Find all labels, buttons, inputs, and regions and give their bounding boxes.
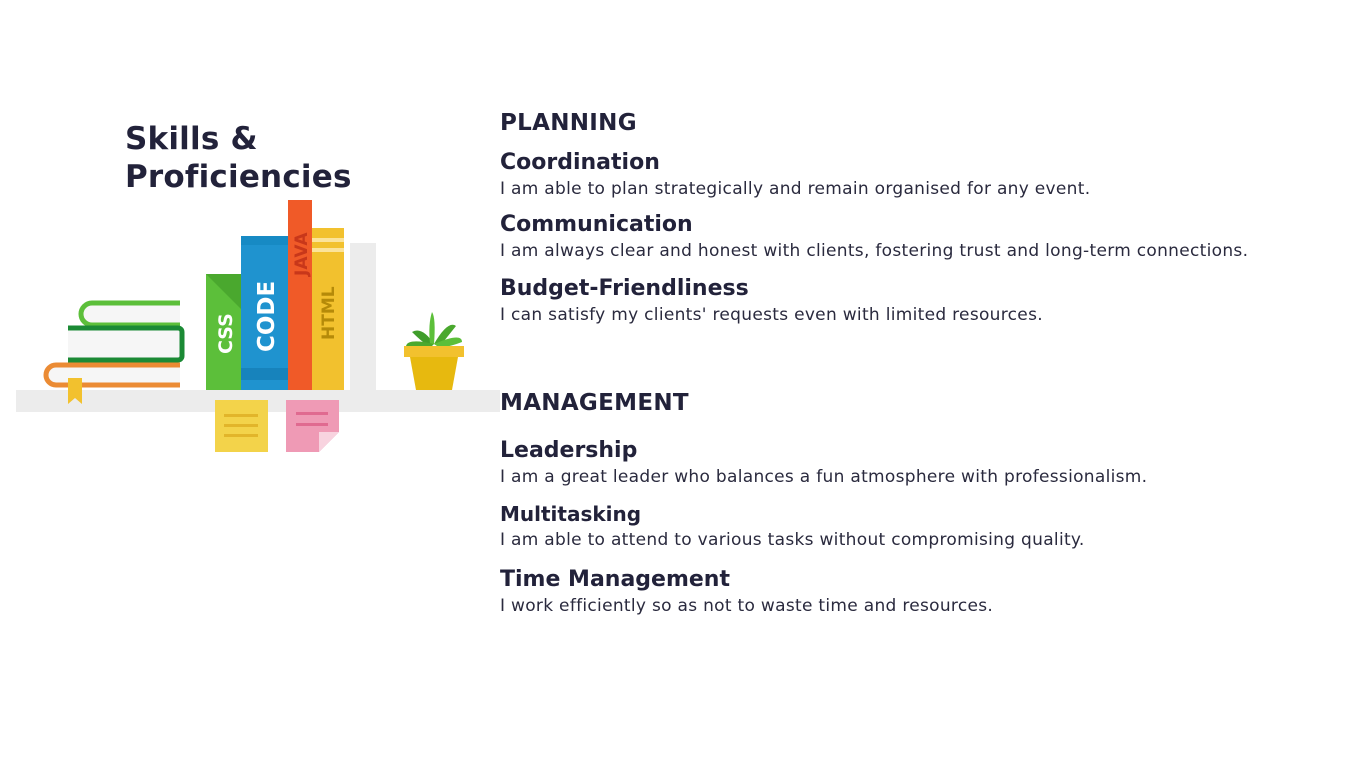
java-book: JAVA bbox=[288, 200, 312, 390]
book-label-java: JAVA bbox=[292, 232, 312, 277]
page-title-line-1: Skills & bbox=[125, 121, 258, 157]
section-planning: PLANNING Coordination I am able to plan … bbox=[500, 110, 1280, 330]
skill-description: I am a great leader who balances a fun a… bbox=[500, 467, 1148, 487]
skill-description: I work efficiently so as not to waste ti… bbox=[500, 596, 994, 616]
skill-description: I am able to plan strategically and rema… bbox=[500, 179, 1091, 199]
book-stack bbox=[43, 300, 185, 404]
skill-title: Coordination bbox=[500, 150, 660, 175]
book-label-code: CODE bbox=[254, 281, 280, 352]
skill-description: I can satisfy my clients' requests even … bbox=[500, 305, 1043, 325]
skill-title: Budget-Friendliness bbox=[500, 276, 749, 301]
code-book: CODE bbox=[241, 236, 289, 390]
skill-title: Multitasking bbox=[500, 502, 642, 526]
skill-title: Leadership bbox=[500, 438, 638, 463]
sticky-note-pink bbox=[286, 400, 339, 452]
html-book: HTML bbox=[312, 228, 344, 390]
skill-description: I am always clear and honest with client… bbox=[500, 241, 1249, 261]
skill-title: Communication bbox=[500, 212, 693, 237]
plant-pot bbox=[404, 312, 464, 390]
section-management: MANAGEMENT Leadership I am a great leade… bbox=[500, 390, 1280, 621]
css-book: CSS bbox=[206, 274, 242, 390]
bookshelf-illustration: CSS CODE JAVA HTML bbox=[16, 200, 500, 452]
book-label-css: CSS bbox=[215, 313, 237, 354]
book-label-html: HTML bbox=[319, 286, 339, 340]
section-heading: PLANNING bbox=[500, 110, 637, 136]
section-heading: MANAGEMENT bbox=[500, 390, 689, 416]
page-title: Skills & Proficiencies bbox=[125, 120, 352, 196]
bookend bbox=[350, 243, 376, 390]
sticky-note-yellow bbox=[215, 400, 268, 452]
skill-title: Time Management bbox=[500, 567, 730, 592]
page-title-line-2: Proficiencies bbox=[125, 159, 352, 195]
skill-description: I am able to attend to various tasks wit… bbox=[500, 530, 1085, 550]
skills-content: PLANNING Coordination I am able to plan … bbox=[500, 110, 1280, 621]
